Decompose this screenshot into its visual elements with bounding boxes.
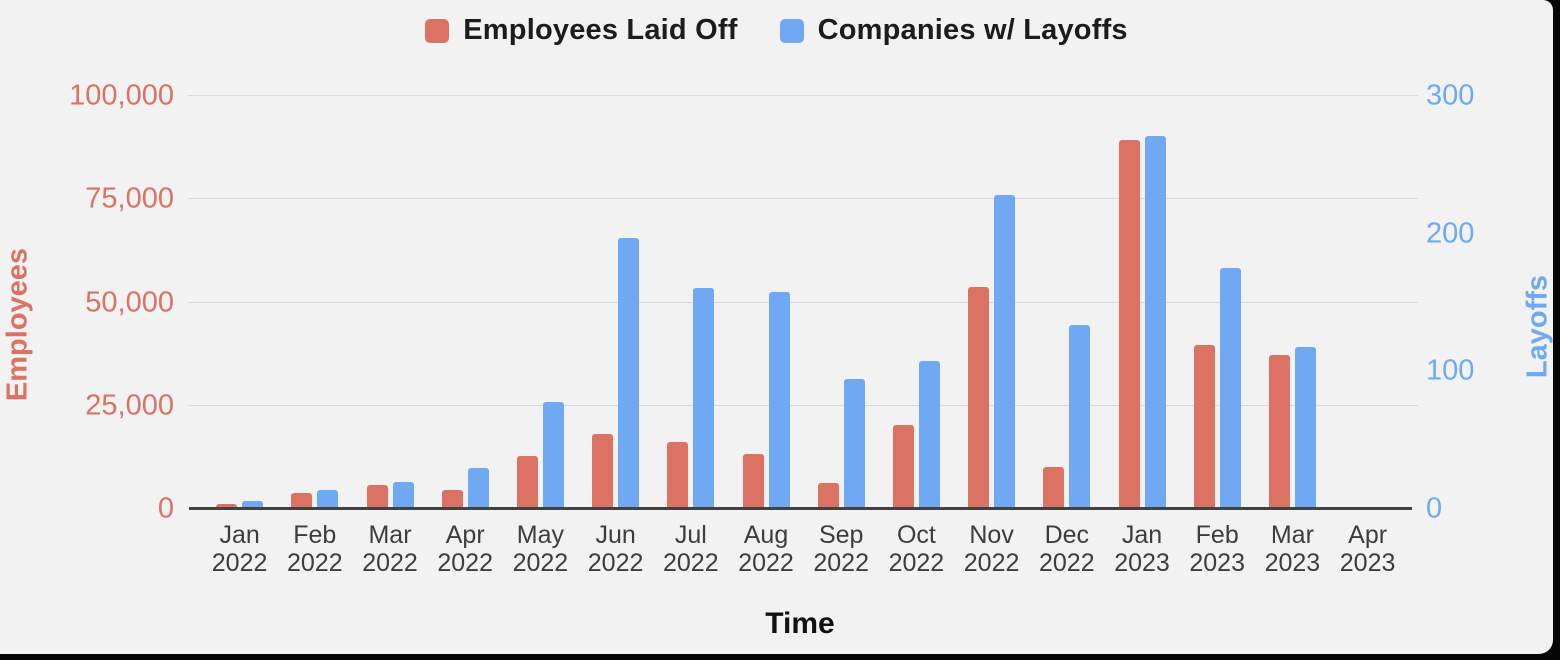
legend-item-employees[interactable]: Employees Laid Off (425, 14, 737, 47)
bar-companies-feb-2022[interactable] (317, 490, 339, 508)
bar-employees-jan-2023[interactable] (1118, 140, 1140, 508)
x-axis-label-jun-2022: Jun 2022 (587, 521, 644, 577)
gridline-50000 (188, 301, 1418, 303)
bar-companies-mar-2022[interactable] (392, 482, 414, 508)
bar-companies-may-2022[interactable] (542, 402, 564, 508)
x-axis-label-sep-2022: Sep 2022 (813, 521, 869, 577)
x-axis-label-mar-2022: Mar 2022 (362, 521, 418, 577)
gridline-100000 (188, 95, 1418, 96)
bar-companies-jun-2022[interactable] (618, 238, 640, 508)
employees-series-swatch-icon (425, 18, 450, 43)
left-axis-tick-25000: 25,000 (85, 389, 174, 422)
x-axis-label-mar-2023: Mar 2023 (1264, 521, 1321, 577)
bar-employees-mar-2022[interactable] (366, 485, 388, 508)
right-axis-tick-100: 100 (1426, 354, 1475, 387)
bar-companies-jan-2023[interactable] (1144, 136, 1166, 508)
right-axis-tick-0: 0 (1426, 492, 1443, 525)
bar-employees-mar-2023[interactable] (1268, 355, 1290, 508)
companies-series-swatch-icon (779, 18, 804, 43)
left-axis-title: Employees (1, 247, 34, 402)
x-axis-label-apr-2023: Apr 2023 (1339, 521, 1396, 577)
legend-label-employees: Employees Laid Off (463, 14, 738, 46)
legend-item-companies[interactable]: Companies w/ Layoffs (779, 14, 1128, 47)
left-axis-tick-50000: 50,000 (85, 286, 174, 318)
bar-companies-feb-2023[interactable] (1219, 268, 1241, 508)
bar-companies-aug-2022[interactable] (768, 292, 790, 508)
x-axis-label-jul-2022: Jul 2022 (662, 521, 719, 577)
gridline-75000 (188, 198, 1418, 200)
bar-employees-jan-2022[interactable] (216, 504, 238, 508)
x-axis-label-nov-2022: Nov 2022 (963, 521, 1020, 577)
bar-employees-aug-2022[interactable] (742, 454, 764, 508)
x-axis-label-oct-2022: Oct 2022 (888, 521, 945, 577)
left-axis-tick-75000: 75,000 (85, 182, 174, 215)
x-axis-label-feb-2023: Feb 2023 (1189, 521, 1245, 577)
bar-companies-jul-2022[interactable] (693, 288, 715, 508)
bar-employees-dec-2022[interactable] (1043, 467, 1065, 508)
x-axis-baseline (189, 507, 1412, 510)
bar-companies-mar-2023[interactable] (1294, 347, 1316, 508)
x-axis-label-may-2022: May 2022 (512, 521, 569, 577)
right-axis-tick-300: 300 (1426, 79, 1475, 112)
x-axis-label-feb-2022: Feb 2022 (286, 521, 343, 577)
bar-employees-may-2022[interactable] (516, 456, 538, 508)
bar-employees-feb-2023[interactable] (1193, 345, 1215, 508)
bar-companies-apr-2022[interactable] (467, 468, 489, 508)
left-axis-tick-0: 0 (157, 492, 174, 525)
bar-employees-jun-2022[interactable] (592, 434, 614, 508)
legend-label-companies: Companies w/ Layoffs (817, 14, 1128, 46)
bar-companies-dec-2022[interactable] (1069, 325, 1091, 508)
bar-employees-apr-2022[interactable] (441, 490, 463, 508)
bar-employees-jul-2022[interactable] (667, 442, 689, 508)
x-axis-label-jan-2022: Jan 2022 (211, 521, 268, 577)
bar-companies-oct-2022[interactable] (918, 361, 940, 508)
bar-companies-nov-2022[interactable] (994, 195, 1016, 508)
bar-employees-sep-2022[interactable] (817, 483, 839, 508)
right-axis-tick-200: 200 (1426, 217, 1475, 250)
bar-employees-nov-2022[interactable] (968, 287, 990, 508)
bar-companies-jan-2022[interactable] (242, 501, 264, 508)
x-axis-label-aug-2022: Aug 2022 (738, 521, 794, 577)
chart-legend: Employees Laid Off Companies w/ Layoffs (0, 14, 1553, 47)
right-axis-title: Layoffs (1521, 274, 1554, 379)
bar-companies-sep-2022[interactable] (843, 379, 865, 508)
x-axis-label-dec-2022: Dec 2022 (1038, 521, 1095, 577)
x-axis-label-jan-2023: Jan 2023 (1114, 521, 1170, 577)
x-axis-title: Time (765, 607, 835, 640)
bar-employees-oct-2022[interactable] (892, 425, 914, 508)
bar-employees-feb-2022[interactable] (291, 493, 313, 508)
left-axis-tick-100000: 100,000 (69, 79, 174, 112)
gridline-25000 (188, 404, 1418, 406)
x-axis-label-apr-2022: Apr 2022 (437, 521, 493, 577)
